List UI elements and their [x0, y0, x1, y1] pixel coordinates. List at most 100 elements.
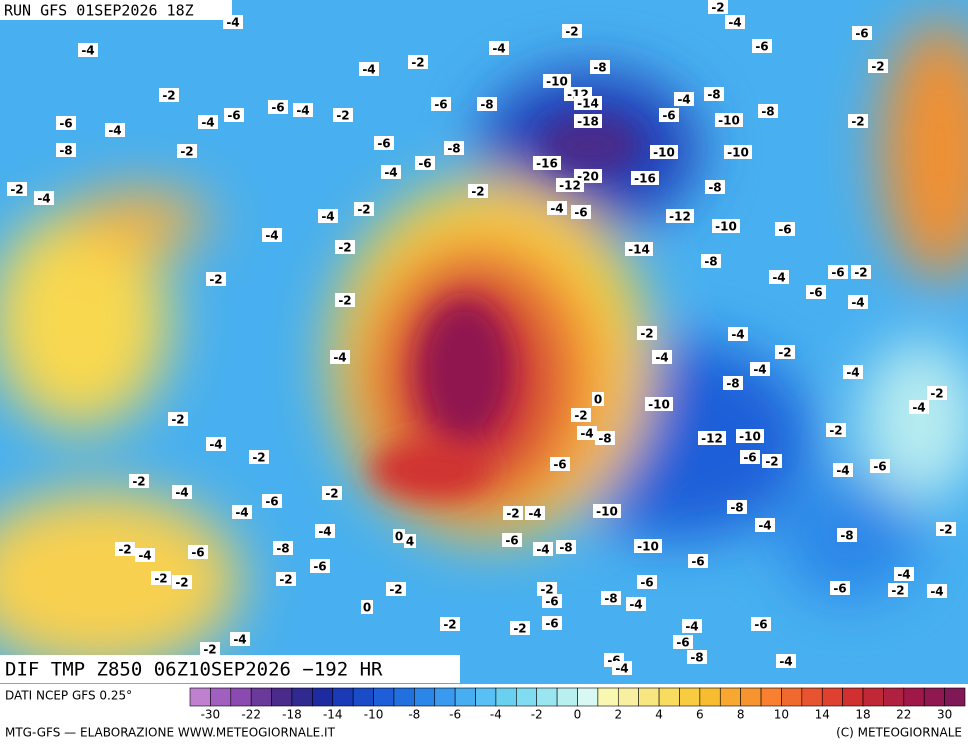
colorbar-swatch: [434, 687, 456, 707]
contour-label-box: [650, 145, 678, 159]
colorbar-swatch: [821, 687, 843, 707]
colorbar-swatch: [903, 687, 925, 707]
contour-label: -2: [778, 346, 791, 360]
contour-label-box: [590, 60, 610, 74]
contour-label: -2: [871, 60, 884, 74]
contour-label: -8: [598, 432, 611, 446]
contour-label-box: [34, 191, 54, 205]
contour-label: -2: [325, 487, 338, 501]
contour-label: -14: [577, 97, 599, 111]
contour-label-box: [843, 365, 863, 379]
contour-label: -4: [235, 506, 248, 520]
contour-label: -6: [574, 206, 587, 220]
colorbar-swatch: [352, 687, 374, 707]
contour-label-box: [828, 265, 848, 279]
contour-label: -2: [279, 573, 292, 587]
contour-label: -2: [540, 583, 553, 597]
contour-label: -4: [615, 662, 628, 676]
contour-label: -2: [357, 203, 370, 217]
contour-label-box: [262, 228, 282, 242]
source-label: DATI NCEP GFS 0.25°: [5, 689, 132, 703]
contour-label-box: [888, 583, 908, 597]
contour-label: -4: [846, 366, 859, 380]
contour-label-box: [723, 376, 743, 390]
contour-label-box: [503, 506, 523, 520]
contour-label: -4: [138, 549, 151, 563]
contour-label: -8: [707, 88, 720, 102]
colorbar-swatch: [781, 687, 803, 707]
contour-label-box: [431, 97, 451, 111]
contour-label: -8: [690, 651, 703, 665]
contour-label: -4: [362, 63, 375, 77]
colorbar-swatch: [536, 687, 558, 707]
contour-label-box: [698, 431, 726, 445]
colorbar-swatch: [883, 687, 905, 707]
contour-label-box: [631, 171, 659, 185]
contour-label-box: [56, 116, 76, 130]
contour-label-box: [135, 548, 155, 562]
contour-label-box: [909, 400, 929, 414]
contour-label: -4: [772, 271, 785, 285]
contour-label-box: [444, 141, 464, 155]
contour-label-box: [310, 559, 330, 573]
contour-label-box: [704, 87, 724, 101]
colorbar-label: -18: [282, 708, 302, 722]
colorbar-label: 30: [937, 708, 952, 722]
colorbar-swatch: [679, 687, 701, 707]
contour-label-box: [547, 201, 567, 215]
contour-label-box: [318, 209, 338, 223]
contour-label-box: [601, 591, 621, 605]
contour-label: -2: [829, 424, 842, 438]
contour-label: -2: [411, 56, 424, 70]
contour-label-box: [129, 474, 149, 488]
colorbar-label: -14: [323, 708, 343, 722]
contour-label: -4: [550, 202, 563, 216]
contour-label-box: [315, 524, 335, 538]
contour-label: -6: [434, 98, 447, 112]
contour-label: -4: [779, 655, 792, 669]
colorbar-swatch: [516, 687, 538, 707]
colorbar-label: -2: [531, 708, 543, 722]
contour-label: -12: [669, 210, 691, 224]
contour-label: -4: [897, 568, 910, 582]
contour-label-box: [634, 539, 662, 553]
contour-label-box: [273, 541, 293, 555]
contour-label-box: [927, 386, 947, 400]
map-field: [0, 0, 968, 684]
contour-label: -2: [10, 183, 23, 197]
contour-label: -4: [318, 525, 331, 539]
contour-label-box: [206, 437, 226, 451]
colorbar-swatch: [210, 687, 232, 707]
contour-label-box: [574, 114, 602, 128]
contour-label: -6: [743, 451, 756, 465]
contour-label-box: [415, 156, 435, 170]
contour-label: -2: [765, 455, 778, 469]
contour-label-box: [556, 178, 584, 192]
contour-label: -4: [836, 464, 849, 478]
contour-label-box: [826, 423, 846, 437]
contour-label-box: [168, 412, 188, 426]
contour-label: -4: [492, 42, 505, 56]
contour-label-box: [330, 350, 350, 364]
contour-label: -6: [191, 546, 204, 560]
contour-label: -4: [37, 192, 50, 206]
colorbar-label: 6: [696, 708, 704, 722]
colorbar-swatch: [597, 687, 619, 707]
contour-label: -6: [227, 109, 240, 123]
contour-label-box: [740, 450, 760, 464]
contour-label-box: [550, 457, 570, 471]
contour-label-box: [172, 575, 192, 589]
contour-label: -6: [377, 137, 390, 151]
colorbar-label: 10: [774, 708, 789, 722]
contour-label-box: [533, 156, 561, 170]
contour-label-box: [361, 600, 373, 614]
contour-label: -6: [553, 458, 566, 472]
contour-label: -8: [726, 377, 739, 391]
colorbar-swatch: [760, 687, 782, 707]
contour-label-box: [776, 654, 796, 668]
contour-label-box: [870, 459, 890, 473]
colorbar-label: 18: [855, 708, 870, 722]
contour-label-box: [543, 74, 571, 88]
contour-label: -6: [778, 223, 791, 237]
contour-label-box: [177, 144, 197, 158]
